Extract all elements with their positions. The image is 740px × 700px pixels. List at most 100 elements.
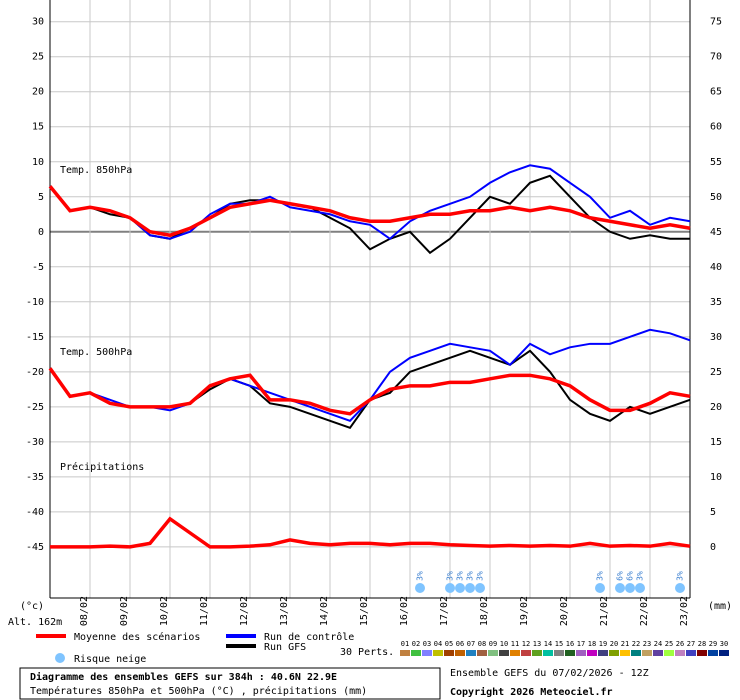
y2-tick-label: 45 [710,227,722,238]
y-tick-label: -25 [26,402,44,413]
y2-tick-label: 25 [710,367,722,378]
pert-label: 09 [489,640,497,648]
snow-icon [465,583,475,593]
x-tick-label: 16/02 [399,596,410,626]
pert-label: 26 [676,640,684,648]
legend-label: Moyenne des scénarios [74,631,200,643]
y2-tick-label: 0 [710,542,716,553]
pert-swatch [554,650,564,656]
pert-label: 25 [665,640,673,648]
y-tick-label: -10 [26,297,44,308]
x-tick-label: 13/02 [279,596,290,626]
y-tick-label: -15 [26,332,44,343]
snow-icon [635,583,645,593]
pert-swatch [499,650,509,656]
series-line [49,164,691,241]
y-tick-label: -5 [32,262,44,273]
y-tick-label: 0 [38,227,44,238]
pert-label: 01 [401,640,409,648]
x-tick-label: 23/02 [679,596,690,626]
y2-tick-label: 50 [710,192,722,203]
pert-swatch [411,650,421,656]
snow-icon [595,583,605,593]
pert-swatch [488,650,498,656]
y2-tick-label: 70 [710,52,722,63]
pert-label: 20 [610,640,618,648]
x-tick-label: 08/02 [79,596,90,626]
pert-label: 18 [588,640,596,648]
panel-label: Temp. 500hPa [60,347,132,358]
pert-label: 02 [412,640,420,648]
snow-risk-label: 3% [416,571,425,581]
pert-label: 12 [522,640,530,648]
pert-swatch [653,650,663,656]
pert-swatch [422,650,432,656]
pert-swatch [697,650,707,656]
pert-label: 21 [621,640,629,648]
footer-copyright: Copyright 2026 Meteociel.fr [450,686,613,698]
snow-risk-label: 3% [636,571,645,581]
legend-label: Risque neige [74,654,146,665]
y-tick-label: -45 [26,542,44,553]
series-line [48,185,691,238]
pert-swatch [631,650,641,656]
perts-label: 30 Perts. [340,647,394,658]
pert-swatch [565,650,575,656]
snow-icon [675,583,685,593]
x-tick-label: 11/02 [199,596,210,626]
pert-swatch [609,650,619,656]
y2-tick-label: 65 [710,87,722,98]
pert-swatch [455,650,465,656]
pert-label: 24 [654,640,662,648]
pert-label: 03 [423,640,431,648]
legend-label: Run GFS [264,642,306,653]
snow-icon [615,583,625,593]
series-line [48,367,691,416]
y-tick-label: -20 [26,367,44,378]
footer-title: Diagramme des ensembles GEFS sur 384h : … [30,671,337,683]
pert-swatch [466,650,476,656]
snow-risk-label: 3% [466,571,475,581]
y2-unit: (mm) [708,601,732,612]
panel-label: Temp. 850hPa [60,165,132,176]
pert-swatch [510,650,520,656]
snow-risk-label: 3% [446,571,455,581]
pert-label: 11 [511,640,519,648]
legend-label: Run de contrôle [264,631,354,643]
y2-tick-label: 5 [710,507,716,518]
legend: Moyenne des scénarios Run de contrôle Ru… [36,631,394,665]
pert-label: 06 [456,640,464,648]
pert-label: 29 [709,640,717,648]
snow-risk-label: 3% [456,571,465,581]
y2-tick-label: 10 [710,472,722,483]
snow-risk-label: 3% [596,571,605,581]
pert-swatch [543,650,553,656]
snow-icon [55,653,65,663]
snow-icon [625,583,635,593]
pert-swatch [708,650,718,656]
pert-label: 27 [687,640,695,648]
pert-label: 28 [698,640,706,648]
pert-swatch [400,650,410,656]
y-tick-label: 20 [32,87,44,98]
snow-icon [475,583,485,593]
pert-swatch [587,650,597,656]
pert-label: 22 [632,640,640,648]
pert-label: 04 [434,640,442,648]
pert-swatch [642,650,652,656]
y2-tick-label: 75 [710,17,722,28]
snow-risk-label: 6% [626,571,635,581]
footer-box [19,667,441,700]
pert-swatch [675,650,685,656]
y-tick-label: -40 [26,507,44,518]
pert-label: 17 [577,640,585,648]
pert-label: 15 [555,640,563,648]
footer-subtitle: Températures 850hPa et 500hPa (°C) , pré… [30,685,367,697]
series-line [50,516,691,549]
x-tick-label: 12/02 [239,596,250,626]
y-tick-label: 15 [32,122,44,133]
y2-tick-label: 35 [710,297,722,308]
pert-swatch [477,650,487,656]
pert-swatch [620,650,630,656]
x-tick-label: 22/02 [639,596,650,626]
